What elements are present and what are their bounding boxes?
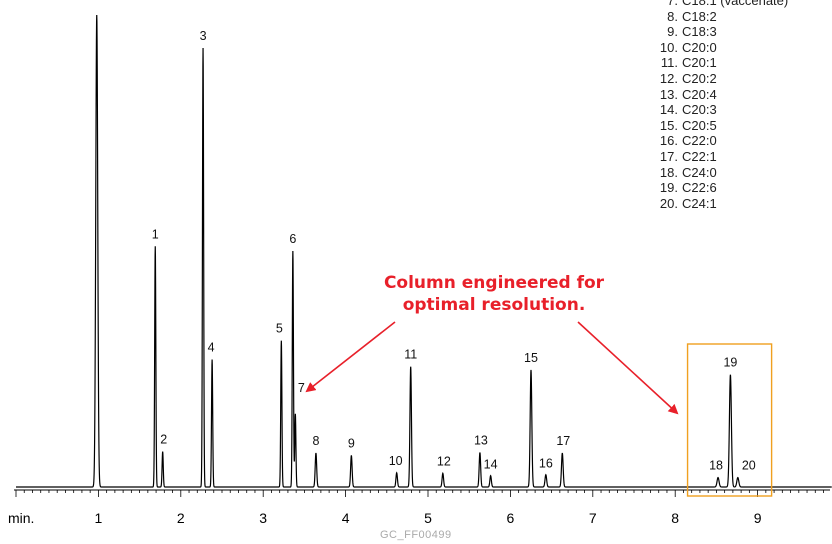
- callout-text: Column engineered for optimal resolution…: [372, 272, 616, 316]
- legend-item-number: 20.: [659, 195, 678, 211]
- peak-label-7: 7: [298, 381, 305, 395]
- legend-item-number: 13.: [659, 86, 678, 102]
- legend-item-number: 11.: [660, 55, 678, 71]
- legend-item: 18. C24:0: [652, 165, 788, 181]
- legend-item: 17. C22:1: [652, 149, 788, 165]
- legend-item-name: C22:0: [682, 133, 717, 149]
- x-tick-label: 3: [259, 510, 267, 526]
- legend-item-name: C22:1: [682, 148, 717, 164]
- legend-item: 8. C18:2: [652, 9, 788, 25]
- peak-label-9: 9: [348, 436, 355, 450]
- legend-item: 11. C20:1: [652, 55, 788, 71]
- legend-item: 12. C20:2: [652, 71, 788, 87]
- legend-item-number: 18.: [659, 164, 678, 180]
- legend-item-name: C24:0: [682, 164, 717, 180]
- legend-item: 19. C22:6: [652, 180, 788, 196]
- legend-item-number: 8.: [667, 8, 678, 24]
- footer-code: GC_FF00499: [380, 529, 452, 541]
- highlight-box: [686, 343, 773, 497]
- peak-label-19: 19: [723, 356, 737, 370]
- peak-label-4: 4: [208, 341, 215, 355]
- peak-label-6: 6: [289, 232, 296, 246]
- callout-arrows: [305, 321, 679, 415]
- legend-item-name: C20:2: [682, 70, 717, 86]
- legend-item-number: 15.: [659, 117, 678, 133]
- peak-label-15: 15: [524, 351, 538, 365]
- x-tick-label: 2: [177, 510, 185, 526]
- legend-item: 14. C20:3: [652, 102, 788, 118]
- peak-label-16: 16: [539, 457, 553, 471]
- legend-item-name: C18:3: [682, 24, 717, 40]
- legend-item: 13. C20:4: [652, 87, 788, 103]
- legend-item-number: 7.: [667, 0, 678, 8]
- peak-label-12: 12: [437, 454, 451, 468]
- legend-item: 15. C20:5: [652, 118, 788, 134]
- legend-item-name: C20:0: [682, 39, 717, 55]
- legend-item: 10. C20:0: [652, 40, 788, 56]
- peak-label-13: 13: [474, 434, 488, 448]
- x-tick-label: 5: [424, 510, 432, 526]
- x-axis: 1 2 3 4 5 6 7 8 9 min.: [8, 489, 830, 526]
- legend-item-number: 12.: [659, 70, 678, 86]
- legend-item-name: C18:2: [682, 8, 717, 24]
- legend-item-name: C20:4: [682, 86, 717, 102]
- x-tick-label: 7: [589, 510, 597, 526]
- legend-item: 9. C18:3: [652, 24, 788, 40]
- legend-item-name: C20:5: [682, 117, 717, 133]
- x-tick-label: 9: [754, 510, 762, 526]
- legend-item-number: 16.: [659, 133, 678, 149]
- legend-item-number: 10.: [659, 39, 678, 55]
- callout-line-2: optimal resolution.: [402, 295, 586, 315]
- x-unit-label: min.: [8, 510, 34, 526]
- peak-label-2: 2: [160, 433, 167, 447]
- arrow-to-peaks-18-20: [577, 321, 679, 415]
- legend-item-name: C20:3: [682, 102, 717, 118]
- highlight-layer: [686, 343, 773, 497]
- callout-line-1: Column engineered for: [383, 273, 605, 293]
- legend-item-number: 17.: [659, 148, 678, 164]
- legend-item-name: C20:1: [682, 55, 717, 71]
- arrow-to-peaks-6-7: [305, 321, 396, 393]
- chromatogram-line: [16, 14, 832, 488]
- legend-item-number: 14.: [659, 102, 678, 118]
- peak-legend: 7. C18:1 (vaccenate) 8. C18:2 9. C18:3 10. C20:…: [652, 0, 788, 211]
- legend-item-name: C22:6: [682, 180, 717, 196]
- peak-label-5: 5: [276, 322, 283, 336]
- peak-label-3: 3: [200, 29, 207, 43]
- peak-label-18: 18: [709, 459, 723, 473]
- peak-label-20: 20: [742, 459, 756, 473]
- legend-item: 20. C24:1: [652, 196, 788, 212]
- peak-label-11: 11: [404, 348, 417, 362]
- legend-item-name: C18:1 (vaccenate): [682, 0, 789, 8]
- legend-item-number: 19.: [659, 180, 678, 196]
- chromatogram-trace: [16, 14, 832, 488]
- x-tick-label: 8: [671, 510, 679, 526]
- x-tick-label: 6: [507, 510, 515, 526]
- peak-label-14: 14: [484, 458, 498, 472]
- x-tick-label: 1: [95, 510, 103, 526]
- peak-label-8: 8: [312, 434, 319, 448]
- legend-item-number: 9.: [667, 24, 678, 40]
- peak-label-10: 10: [389, 454, 403, 468]
- x-tick-label: 4: [342, 510, 350, 526]
- legend-item: 16. C22:0: [652, 133, 788, 149]
- legend-item-name: C24:1: [682, 195, 717, 211]
- peak-label-17: 17: [556, 434, 570, 448]
- peak-label-1: 1: [152, 227, 159, 241]
- legend-item: 7. C18:1 (vaccenate): [652, 0, 788, 9]
